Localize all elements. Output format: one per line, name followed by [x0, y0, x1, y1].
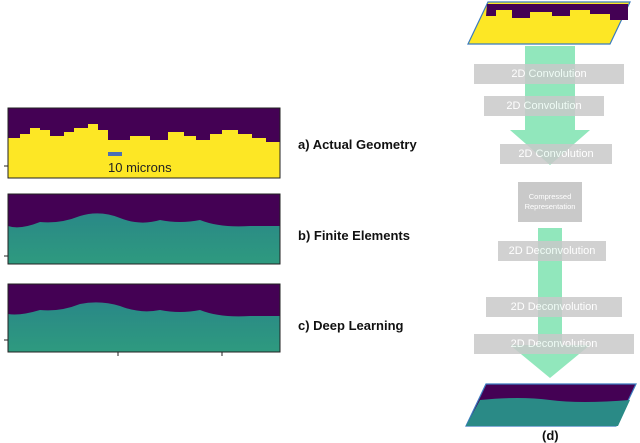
conv-layer-3: 2D Convolution: [500, 144, 612, 164]
panel-b-label: b) Finite Elements: [298, 228, 410, 243]
conv-layer-1: 2D Convolution: [474, 64, 624, 84]
scale-bar: [108, 152, 122, 156]
deconv-layer-3: 2D Deconvolution: [474, 334, 634, 354]
panel-a-label: a) Actual Geometry: [298, 137, 417, 152]
conv-layer-2: 2D Convolution: [484, 96, 604, 116]
scale-bar-label: 10 microns: [108, 160, 172, 175]
panel-c-label: c) Deep Learning: [298, 318, 404, 333]
finite-elements-plot: [4, 193, 281, 265]
panel-d-label: (d): [542, 428, 559, 443]
deconv-layer-2: 2D Deconvolution: [486, 297, 622, 317]
actual-geometry-plot: [4, 107, 281, 179]
deconv-layer-1: 2D Deconvolution: [498, 241, 606, 261]
deep-learning-plot: [4, 283, 281, 356]
compressed-representation: Compressed Representation: [518, 182, 582, 222]
